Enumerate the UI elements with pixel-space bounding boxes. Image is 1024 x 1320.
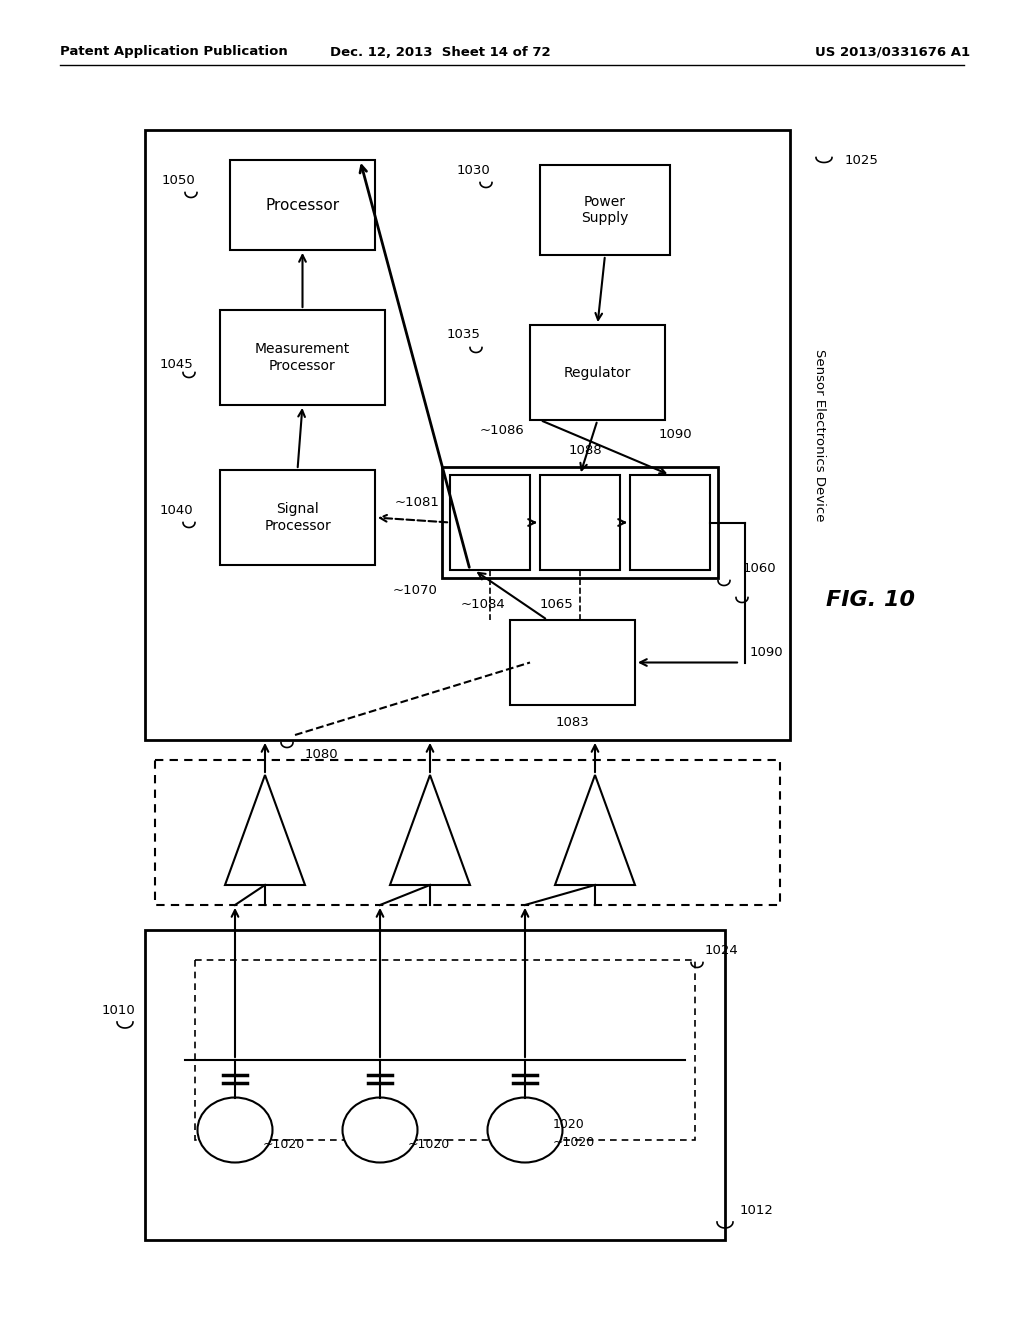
Bar (510, 620, 635, 705)
Polygon shape (555, 775, 635, 884)
Text: 1020: 1020 (553, 1118, 585, 1131)
Text: ~1070: ~1070 (392, 583, 437, 597)
Ellipse shape (487, 1097, 562, 1163)
Text: 1050: 1050 (161, 173, 195, 186)
Text: 1080: 1080 (305, 748, 339, 762)
Text: Regulator: Regulator (564, 366, 631, 380)
Bar (540, 165, 670, 255)
Text: ~1020: ~1020 (263, 1138, 305, 1151)
Text: ~1020: ~1020 (553, 1135, 595, 1148)
Ellipse shape (342, 1097, 418, 1163)
Bar (220, 310, 385, 405)
Text: Sensor Electronics Device: Sensor Electronics Device (813, 348, 826, 521)
Bar (145, 931, 725, 1239)
Text: 1010: 1010 (101, 1003, 135, 1016)
Polygon shape (225, 775, 305, 884)
Polygon shape (390, 775, 470, 884)
Text: 1083: 1083 (556, 717, 590, 730)
Text: Processor: Processor (265, 198, 340, 213)
Text: Dec. 12, 2013  Sheet 14 of 72: Dec. 12, 2013 Sheet 14 of 72 (330, 45, 550, 58)
Bar (230, 160, 375, 249)
Text: 1012: 1012 (740, 1204, 774, 1217)
Text: FIG. 10: FIG. 10 (825, 590, 914, 610)
Bar (145, 129, 790, 741)
Text: Signal
Processor: Signal Processor (264, 503, 331, 532)
Text: 1045: 1045 (160, 359, 193, 371)
Bar (155, 760, 780, 906)
Text: US 2013/0331676 A1: US 2013/0331676 A1 (815, 45, 970, 58)
Text: 1030: 1030 (457, 164, 490, 177)
Text: Measurement
Processor: Measurement Processor (255, 342, 350, 372)
Bar (540, 475, 620, 570)
Bar (442, 467, 718, 578)
Bar (450, 475, 530, 570)
Text: 1065: 1065 (540, 598, 573, 611)
Text: 1090: 1090 (750, 645, 783, 659)
Bar (530, 325, 665, 420)
Text: ~1086: ~1086 (480, 424, 524, 437)
Ellipse shape (198, 1097, 272, 1163)
Bar (220, 470, 375, 565)
Text: 1090: 1090 (658, 429, 692, 441)
Text: 1040: 1040 (160, 503, 193, 516)
Text: ~1084: ~1084 (460, 598, 505, 611)
Text: Power
Supply: Power Supply (582, 195, 629, 226)
Text: 1025: 1025 (845, 153, 879, 166)
Bar (630, 475, 710, 570)
Text: ~1020: ~1020 (408, 1138, 451, 1151)
Text: Patent Application Publication: Patent Application Publication (60, 45, 288, 58)
Bar (195, 960, 695, 1140)
Text: 1024: 1024 (705, 944, 738, 957)
Text: 1035: 1035 (446, 329, 480, 342)
Text: ~1081: ~1081 (395, 496, 440, 510)
Text: 1088: 1088 (568, 444, 602, 457)
Text: 1060: 1060 (743, 561, 776, 574)
